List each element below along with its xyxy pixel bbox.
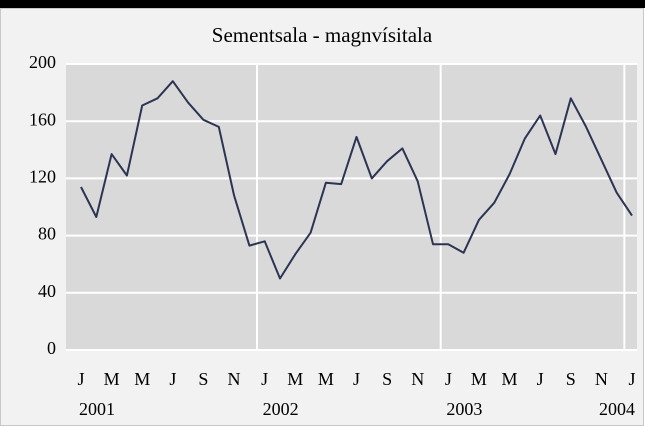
- x-tick-label: J: [353, 369, 360, 389]
- x-tick-label: M: [502, 369, 518, 389]
- x-tick-label: M: [318, 369, 334, 389]
- y-tick-label: 160: [29, 109, 56, 129]
- x-tick-label: J: [445, 369, 452, 389]
- x-tick-label: S: [566, 369, 576, 389]
- y-tick-label: 40: [38, 281, 56, 301]
- year-label: 2004: [599, 399, 635, 419]
- x-tick-label: M: [471, 369, 487, 389]
- year-label: 2002: [263, 399, 299, 419]
- y-tick-label: 0: [47, 338, 56, 358]
- x-tick-label: J: [169, 369, 176, 389]
- chart-title: Sementsala - magnvísitala: [212, 23, 433, 47]
- x-tick-label: J: [261, 369, 268, 389]
- x-tick-label: M: [134, 369, 150, 389]
- x-tick-label: N: [595, 369, 608, 389]
- x-tick-label: J: [77, 369, 84, 389]
- x-tick-label: J: [537, 369, 544, 389]
- y-tick-label: 200: [29, 52, 56, 72]
- plot-area: [66, 64, 637, 350]
- top-bar: [0, 0, 645, 8]
- x-tick-label: M: [287, 369, 303, 389]
- y-tick-label: 120: [29, 167, 56, 187]
- x-tick-label: S: [382, 369, 392, 389]
- x-tick-label: S: [198, 369, 208, 389]
- y-tick-label: 80: [38, 224, 56, 244]
- year-label: 2003: [446, 399, 482, 419]
- data-line: [80, 80, 633, 280]
- year-label: 2001: [79, 399, 115, 419]
- x-tick-label: N: [228, 369, 241, 389]
- x-tick-label: M: [104, 369, 120, 389]
- x-tick-label: N: [411, 369, 424, 389]
- x-tick-label: J: [628, 369, 635, 389]
